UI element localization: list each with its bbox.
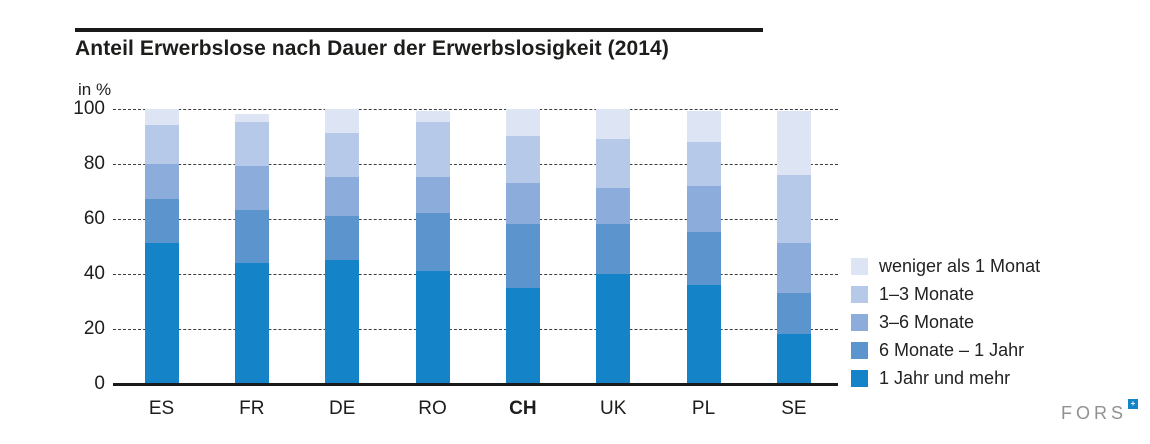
bar-segment-ch-1-3-monate [505,136,540,183]
y-tick-label-100: 100 [73,97,105,119]
gridline-80 [113,163,838,165]
bar-segment-ch-6-monate-1-jahr [505,224,540,288]
bar-segment-se-3-6-monate [776,243,811,294]
x-axis-line [113,383,838,386]
fors-logo-text: FORS [1061,403,1128,423]
bar-segment-pl-weniger-als-1-monat [686,111,721,142]
bar-segment-es-weniger-als-1-monat [144,108,179,126]
bar-segment-uk-1-jahr-und-mehr [596,273,631,384]
legend-row-6-monate-1-jahr: 6 Monate – 1 Jahr [851,336,1040,364]
bar-segment-ch-weniger-als-1-monat [505,108,540,137]
bar-segment-es-6-monate-1-jahr [144,199,179,244]
legend-label: weniger als 1 Monat [879,255,1041,276]
bar-segment-de-weniger-als-1-monat [325,108,360,134]
bar-segment-pl-6-monate-1-jahr [686,232,721,285]
bar-segment-pl-1-3-monate [686,141,721,186]
bar-segment-ro-6-monate-1-jahr [415,213,450,272]
bar-segment-uk-3-6-monate [596,188,631,225]
legend-swatch-icon [851,369,868,387]
legend-row-weniger-als-1-monat: weniger als 1 Monat [851,252,1040,280]
chart-title: Anteil Erwerbslose nach Dauer der Erwerb… [75,37,669,60]
bar-segment-es-1-jahr-und-mehr [144,243,179,384]
bar-segment-es-3-6-monate [144,163,179,200]
bar-segment-es-1-3-monate [144,125,179,164]
x-tick-label-pl: PL [691,398,716,419]
legend-swatch-icon [851,341,868,359]
legend-label: 1 Jahr und mehr [879,367,1011,388]
y-tick-label-0: 0 [94,373,105,394]
x-tick-label-ro: RO [418,398,447,419]
bar-segment-fr-1-jahr-und-mehr [234,262,269,384]
legend-label: 6 Monate – 1 Jahr [879,339,1025,360]
bar-segment-se-1-3-monate [776,174,811,244]
bar-segment-ch-3-6-monate [505,182,540,225]
bar-segment-fr-6-monate-1-jahr [234,210,269,263]
x-tick-label-ch: CH [509,398,537,419]
bar-segment-de-1-jahr-und-mehr [325,260,360,384]
bar-segment-de-3-6-monate [325,177,360,216]
y-tick-label-20: 20 [83,317,105,339]
gridline-60 [113,218,838,220]
gridline-20 [113,328,838,330]
legend-label: 3–6 Monate [879,311,975,332]
bar-segment-fr-3-6-monate [234,166,269,211]
x-tick-label-es: ES [148,398,175,419]
legend-row-1-3-monate: 1–3 Monate [851,280,1040,308]
bar-segment-de-6-monate-1-jahr [325,215,360,261]
bar-segment-pl-3-6-monate [686,185,721,233]
legend-row-3-6-monate: 3–6 Monate [851,308,1040,336]
legend-swatch-icon [851,313,868,331]
bar-segment-se-6-monate-1-jahr [776,293,811,335]
gridline-40 [113,273,838,275]
bar-segment-de-1-3-monate [325,133,360,178]
bar-segment-fr-1-3-monate [234,122,269,167]
bar-segment-se-1-jahr-und-mehr [776,334,811,384]
bar-segment-uk-weniger-als-1-monat [596,108,631,139]
fors-logo-mark-icon: + [1128,399,1139,409]
bar-segment-ch-1-jahr-und-mehr [505,287,540,384]
x-tick-label-de: DE [328,398,356,419]
legend-swatch-icon [851,285,868,303]
bar-segment-uk-6-monate-1-jahr [596,224,631,274]
bar-segment-ro-1-jahr-und-mehr [415,271,450,384]
title-rule [75,28,763,32]
bar-segment-uk-1-3-monate [596,138,631,189]
bar-segment-ro-3-6-monate [415,177,450,214]
bar-segment-fr-weniger-als-1-monat [234,114,269,123]
y-tick-label-40: 40 [83,262,105,284]
y-tick-label-60: 60 [83,207,105,229]
x-tick-label-se: SE [781,398,807,419]
legend-row-1-jahr-und-mehr: 1 Jahr und mehr [851,364,1040,392]
x-tick-label-fr: FR [239,398,265,419]
y-axis-unit-label: in % [78,80,112,99]
legend: weniger als 1 Monat 1–3 Monate 3–6 Monate 6… [851,252,1040,392]
legend-label: 1–3 Monate [879,283,975,304]
fors-logo: FORS + [1061,399,1139,424]
y-tick-label-80: 80 [83,152,105,174]
legend-swatch-icon [851,257,868,275]
bar-segment-ro-1-3-monate [415,122,450,178]
bar-segment-pl-1-jahr-und-mehr [686,284,721,384]
bar-segment-ro-weniger-als-1-monat [415,111,450,123]
gridline-100 [113,108,838,110]
x-tick-label-uk: UK [599,398,627,419]
bar-segment-se-weniger-als-1-monat [776,111,811,175]
